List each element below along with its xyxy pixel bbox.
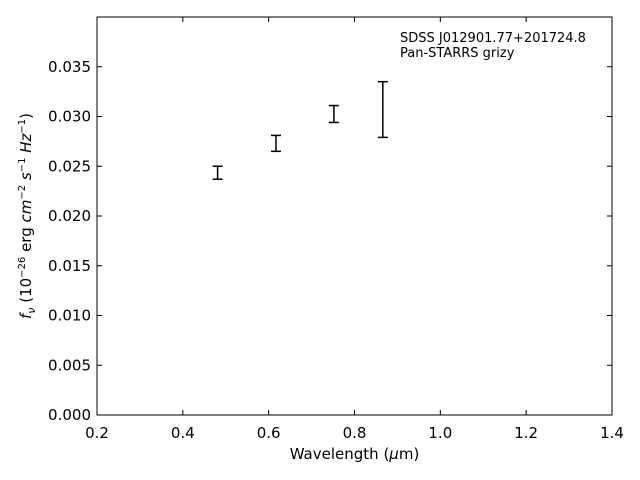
x-tick-label: 0.2 <box>85 424 109 442</box>
y-label-exp1: −26 <box>17 257 28 278</box>
y-tick-label: 0.020 <box>48 207 91 225</box>
y-tick-label: 0.005 <box>48 356 91 374</box>
error-bar <box>212 165 223 180</box>
y-tick-label: 0.015 <box>48 257 91 275</box>
x-tick-label: 1.0 <box>428 424 452 442</box>
x-axis-label-mu: μ <box>388 445 399 463</box>
x-axis-label-unit: m) <box>399 445 419 463</box>
y-tick-label: 0.025 <box>48 157 91 175</box>
x-axis-label-text: Wavelength ( <box>290 445 390 463</box>
y-label-s: s <box>17 172 35 185</box>
x-axis-ticks: 0.2 0.4 0.6 0.8 1.0 1.2 1.4 <box>85 17 624 442</box>
error-bar <box>377 80 388 139</box>
y-tick-label: 0.035 <box>48 58 91 76</box>
annotation-survey-name: Pan-STARRS grizy <box>400 46 515 61</box>
data-series <box>212 80 388 180</box>
y-axis-label: fν (10−26 erg cm−2 s−1 Hz−1) <box>17 113 38 319</box>
x-tick-label: 0.4 <box>171 424 195 442</box>
error-bar <box>270 134 281 153</box>
y-label-exp4: −1 <box>17 119 28 134</box>
x-tick-label: 1.4 <box>600 424 624 442</box>
y-label-nu: ν <box>25 308 38 314</box>
y-label-erg: erg <box>17 223 35 257</box>
y-label-close: ) <box>17 113 35 119</box>
y-label-exp3: −1 <box>17 158 28 173</box>
x-tick-label: 0.6 <box>257 424 281 442</box>
x-tick-label: 0.8 <box>343 424 367 442</box>
y-tick-label: 0.010 <box>48 307 91 325</box>
y-tick-label: 0.030 <box>48 108 91 126</box>
y-label-exp2: −2 <box>17 185 28 200</box>
y-label-hz: Hz <box>17 133 35 158</box>
error-bar <box>328 104 339 124</box>
y-label-open: (10 <box>17 278 35 308</box>
y-label-f: f <box>17 311 35 319</box>
annotation-object-name: SDSS J012901.77+201724.8 <box>400 31 586 46</box>
y-tick-label: 0.000 <box>48 406 91 424</box>
y-label-cm: cm <box>17 200 35 223</box>
x-axis-label: Wavelength (μm) <box>290 445 420 463</box>
y-axis-ticks: 0.000 0.005 0.010 0.015 0.020 0.025 0.030 0.035 <box>48 58 612 424</box>
x-tick-label: 1.2 <box>514 424 538 442</box>
